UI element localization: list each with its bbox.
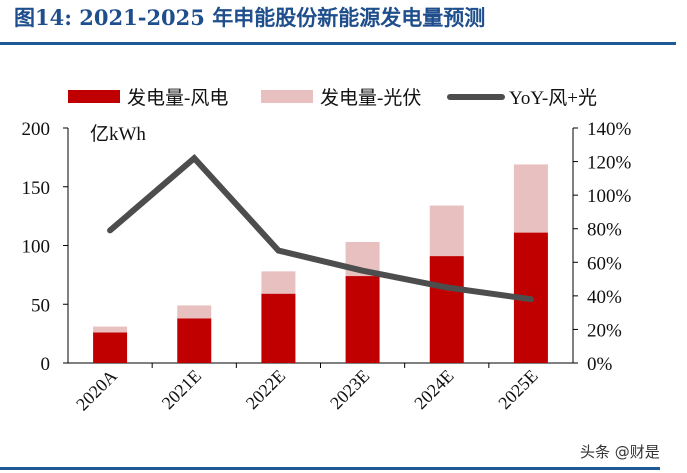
y-tick-label: 100 (22, 237, 51, 258)
y2-tick-label: 40% (587, 287, 622, 308)
bottom-divider (0, 467, 660, 470)
legend-label: YoY-风+光 (509, 87, 597, 109)
bar-wind (429, 256, 464, 363)
x-tick-label: 2025E (494, 366, 541, 413)
y2-tick-label: 100% (587, 186, 632, 207)
x-tick-label: 2021E (158, 366, 205, 413)
y2-tick-label: 20% (587, 320, 622, 341)
y-axis-label: 亿kWh (90, 123, 146, 145)
bar-solar (429, 205, 464, 257)
y-tick-label: 200 (22, 119, 51, 140)
x-tick-label: 2022E (242, 366, 289, 413)
bar-wind (93, 332, 128, 363)
legend-swatch (261, 90, 313, 103)
bar-wind (261, 293, 296, 363)
bar-wind (345, 276, 380, 363)
bar-solar (261, 271, 296, 294)
figure-title: 图14: 2021-2025 年申能股份新能源发电量预测 (14, 5, 486, 30)
y2-tick-label: 80% (587, 220, 622, 241)
x-tick-label: 2024E (410, 366, 457, 413)
y2-tick-label: 0% (587, 354, 613, 375)
y2-tick-label: 120% (587, 153, 632, 174)
watermark: 头条 @财是 (580, 443, 660, 461)
y-tick-label: 150 (22, 178, 51, 199)
bar-solar (177, 305, 212, 319)
y-tick-label: 0 (41, 354, 51, 375)
yoy-line (107, 154, 534, 303)
x-tick-label: 2023E (326, 366, 373, 413)
bar-solar (513, 164, 548, 233)
y-tick-label: 50 (31, 295, 50, 316)
bar-solar (93, 326, 128, 333)
y2-tick-label: 60% (587, 253, 622, 274)
legend-label: 发电量-风电 (127, 87, 228, 109)
legend-swatch (68, 90, 120, 103)
bar-wind (177, 318, 212, 363)
legend-label: 发电量-光伏 (320, 87, 421, 109)
title-divider (0, 42, 676, 45)
x-tick-label: 2020A (72, 366, 121, 415)
y2-tick-label: 140% (587, 119, 632, 140)
